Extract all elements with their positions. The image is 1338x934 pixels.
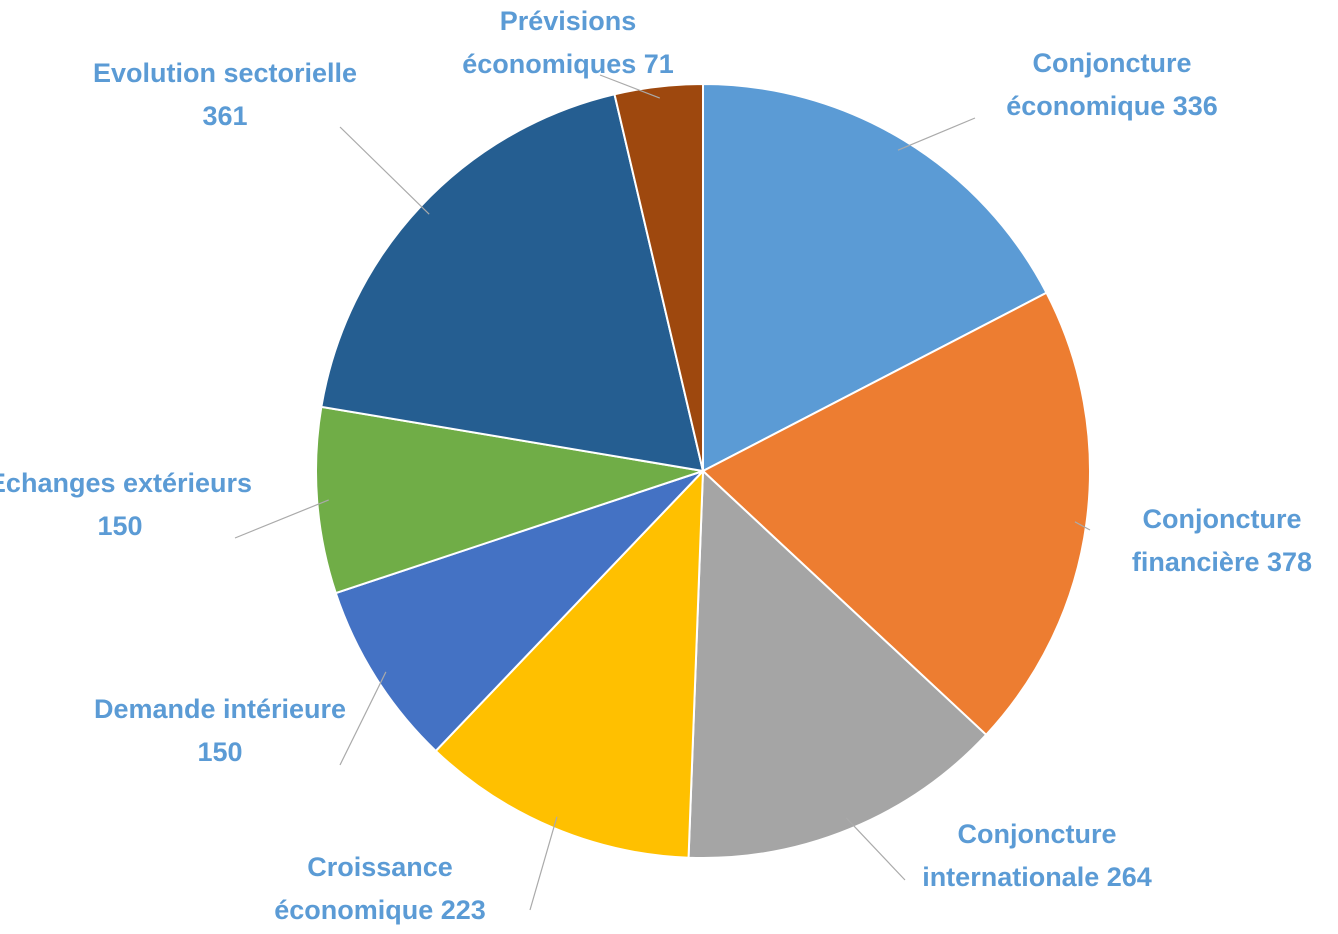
data-label: Croissance économique 223 xyxy=(245,846,515,932)
label-text: 150 xyxy=(197,737,243,767)
data-label: Echanges extérieurs 150 xyxy=(0,462,255,548)
leader-line xyxy=(599,74,660,99)
data-label: Conjoncture financière 378 xyxy=(1087,498,1338,584)
label-text: Prévisions économiques xyxy=(462,6,637,79)
pie-slice xyxy=(701,291,1091,737)
label-text: Echanges extérieurs xyxy=(0,468,253,498)
pie-slice xyxy=(315,405,704,595)
label-text: 378 xyxy=(1267,547,1313,577)
label-text: 361 xyxy=(202,101,248,131)
pie-slice xyxy=(702,82,1048,473)
leader-line xyxy=(339,126,430,215)
pie-slice xyxy=(334,470,704,753)
data-label: Prévisions économiques 71 xyxy=(433,0,703,86)
data-label: Evolution sectorielle 361 xyxy=(90,52,360,138)
leader-line xyxy=(845,817,906,881)
pie-slice xyxy=(434,468,705,859)
label-text: 336 xyxy=(1172,91,1218,121)
pie-slice xyxy=(613,82,704,472)
label-text: Conjoncture économique xyxy=(1006,48,1192,121)
label-text: Conjoncture internationale xyxy=(922,819,1117,892)
label-text: Demande intérieure xyxy=(93,694,347,724)
pie-slice xyxy=(687,468,988,859)
leader-line xyxy=(339,671,387,766)
label-text: Conjoncture financière xyxy=(1131,504,1302,577)
leader-line xyxy=(234,499,329,539)
leader-line xyxy=(897,117,976,151)
leader-line xyxy=(1074,521,1091,531)
label-text: 150 xyxy=(97,511,143,541)
data-label: Demande intérieure 150 xyxy=(85,688,355,774)
label-text: 223 xyxy=(440,895,486,925)
data-label: Conjoncture internationale 264 xyxy=(902,813,1172,899)
label-text: 264 xyxy=(1106,862,1152,892)
label-text: Croissance économique xyxy=(274,852,453,925)
data-label: Conjoncture économique 336 xyxy=(977,42,1247,128)
leader-line xyxy=(529,816,558,911)
label-text: 71 xyxy=(643,49,674,79)
label-text: Evolution sectorielle xyxy=(92,58,358,88)
